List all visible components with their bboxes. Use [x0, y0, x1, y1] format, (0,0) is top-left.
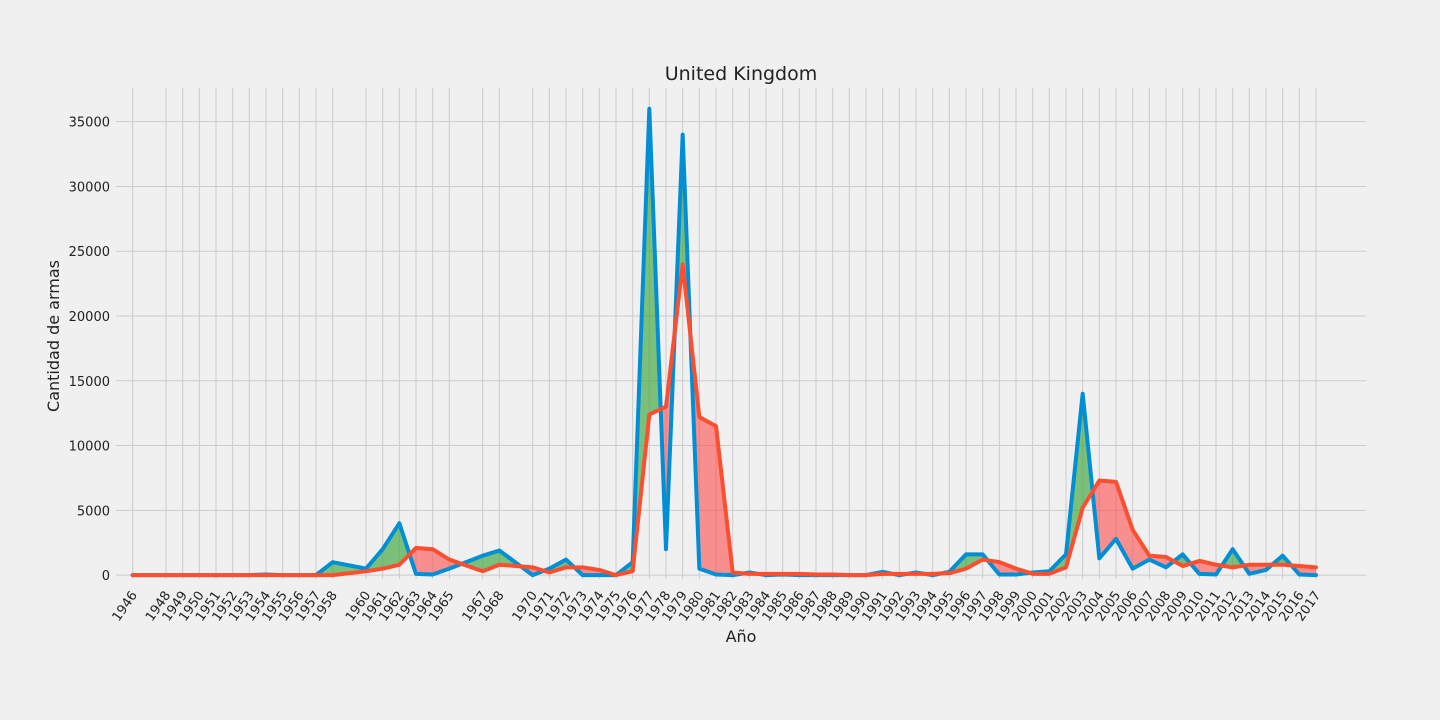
- y-tick-label: 5000: [77, 504, 110, 519]
- y-tick-label: 10000: [69, 440, 110, 455]
- fill-below: [1116, 481, 1133, 569]
- y-tick-label: 35000: [69, 116, 110, 131]
- y-axis-label: Cantidad de armas: [44, 260, 63, 412]
- series-lines: [130, 106, 1318, 578]
- x-axis-label: Año: [726, 627, 757, 646]
- fill-below: [416, 547, 433, 575]
- x-tick-label: 1946: [110, 589, 141, 625]
- grid: [116, 88, 1366, 579]
- fill-below: [699, 417, 716, 575]
- fill-below: [1099, 480, 1116, 559]
- y-tick-label: 20000: [69, 310, 110, 325]
- y-tick-label: 0: [102, 569, 110, 584]
- chart-title: United Kingdom: [665, 63, 818, 85]
- series-line-2: [130, 262, 1318, 578]
- y-tick-label: 15000: [69, 375, 110, 390]
- y-tick-label: 25000: [69, 245, 110, 260]
- y-tick-label: 30000: [69, 180, 110, 195]
- fill-above: [382, 523, 400, 569]
